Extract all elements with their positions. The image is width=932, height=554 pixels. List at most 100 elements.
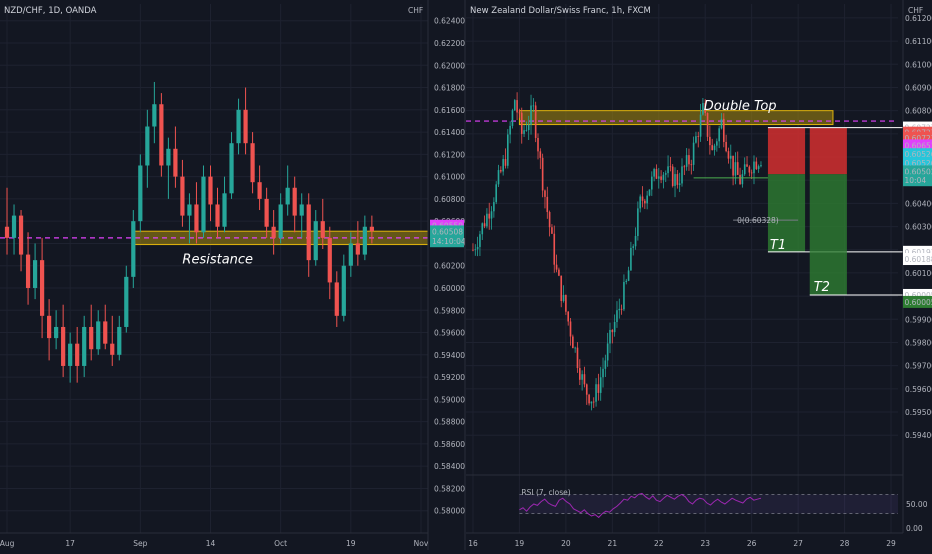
candle-body — [187, 204, 191, 215]
hourly-candle-body — [614, 322, 616, 332]
hourly-candle-body — [595, 384, 597, 401]
candle-body — [236, 110, 240, 143]
left-price-tick: 0.61000 — [434, 173, 465, 182]
hourly-candle-body — [570, 321, 572, 336]
left-price-tick: 0.59200 — [434, 373, 465, 382]
hourly-candle-body — [677, 174, 679, 185]
candle-body — [96, 321, 100, 349]
candle-body — [342, 266, 346, 316]
hourly-candle-body — [586, 384, 588, 394]
candle-body — [124, 277, 128, 327]
hourly-candle-body — [556, 265, 558, 270]
hourly-candle-body — [563, 295, 565, 301]
right-price-label-text: 0.60005 — [905, 298, 932, 307]
candle-body — [5, 227, 9, 238]
hourly-candle-body — [679, 183, 681, 184]
hourly-candle-body — [488, 214, 490, 219]
target-2-label: T2 — [814, 280, 830, 295]
hourly-candle-body — [632, 246, 634, 248]
target-1-label: T1 — [770, 238, 786, 253]
hourly-candle-body — [567, 312, 569, 322]
hourly-candle-body — [656, 169, 658, 179]
hourly-candle-body — [526, 130, 528, 131]
left-price-tick: 0.59600 — [434, 329, 465, 338]
hourly-candle-body — [481, 223, 483, 234]
candle-body — [258, 182, 262, 199]
hourly-candle-body — [653, 169, 655, 177]
hourly-candle-body — [535, 105, 537, 137]
left-time-tick: Oct — [274, 539, 287, 548]
hourly-candle-body — [472, 250, 474, 251]
hourly-candle-body — [625, 281, 627, 282]
hourly-candle-body — [714, 146, 716, 150]
right-price-tick: 0.61000 — [905, 60, 932, 69]
candle-body — [117, 327, 121, 355]
hourly-candle-body — [579, 368, 581, 380]
hourly-candle-body — [725, 142, 727, 151]
candle-body — [19, 216, 23, 255]
candle-body — [173, 149, 177, 177]
right-price-tick: 0.59600 — [905, 385, 932, 394]
right-price-tick: 0.59400 — [905, 431, 932, 440]
hourly-candle-body — [500, 170, 502, 171]
hourly-candle-body — [546, 197, 548, 212]
right-time-tick: 20 — [561, 539, 571, 548]
candle-body — [54, 327, 58, 338]
candle-body — [152, 104, 156, 126]
right-price-tick: 0.61200 — [905, 14, 932, 23]
hourly-candle-body — [479, 234, 481, 247]
candle-body — [300, 204, 304, 215]
hourly-candle-body — [607, 343, 609, 360]
hourly-candle-body — [618, 309, 620, 310]
hourly-candle-body — [651, 177, 653, 190]
candle-body — [180, 177, 184, 216]
hourly-candle-body — [642, 196, 644, 200]
hourly-candle-body — [507, 135, 509, 166]
candle-body — [159, 104, 163, 165]
hourly-candle-body — [588, 395, 590, 404]
hourly-candle-body — [484, 223, 486, 226]
left-price-tick: 0.58800 — [434, 418, 465, 427]
hourly-candle-body — [542, 158, 544, 191]
left-chart-title: NZD/CHF, 1D, OANDA — [4, 6, 97, 16]
hourly-candle-body — [742, 174, 744, 184]
right-price-tick: 0.59800 — [905, 338, 932, 347]
hourly-candle-body — [491, 211, 493, 218]
left-time-tick: 19 — [346, 539, 356, 548]
hourly-candle-body — [746, 164, 748, 166]
hourly-candle-body — [753, 162, 755, 174]
candle-body — [103, 321, 107, 343]
hourly-candle-body — [514, 100, 516, 110]
candle-body — [370, 227, 374, 231]
hourly-candle-body — [530, 106, 532, 125]
hourly-candle-body — [728, 151, 730, 159]
candle-body — [229, 143, 233, 193]
hourly-candle-body — [697, 136, 699, 137]
candle-body — [321, 221, 325, 238]
hourly-candle-body — [709, 137, 711, 145]
candle-body — [12, 216, 16, 238]
hourly-candle-body — [721, 119, 723, 128]
price-label-text: 14:10:04 — [432, 237, 466, 246]
candle-body — [47, 316, 51, 338]
hourly-candle-body — [549, 212, 551, 227]
hourly-candle-body — [602, 369, 604, 377]
left-price-tick: 0.61600 — [434, 106, 465, 115]
hourly-candle-body — [516, 100, 518, 112]
hourly-candle-body — [688, 155, 690, 164]
left-time-tick: Nov — [414, 539, 429, 548]
rsi-title: RSI (7, close) — [521, 488, 570, 497]
right-time-tick: 29 — [886, 539, 896, 548]
hourly-candle-body — [577, 348, 579, 368]
hourly-candle-body — [646, 196, 648, 204]
hourly-candle-body — [672, 167, 674, 186]
candle-body — [131, 221, 135, 277]
rsi-tick: 50.00 — [906, 500, 928, 509]
candle-body — [82, 327, 86, 366]
left-price-tick: 0.61200 — [434, 150, 465, 159]
